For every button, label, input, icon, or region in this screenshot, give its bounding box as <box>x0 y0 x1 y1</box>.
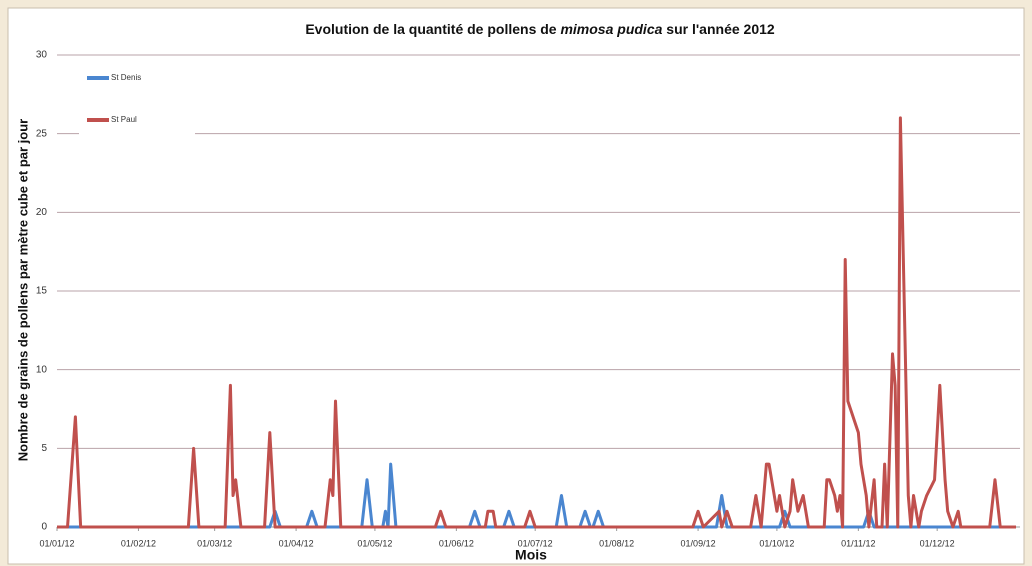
x-tick-label: 01/01/12 <box>39 538 74 548</box>
title-part: sur l'année 2012 <box>662 21 774 37</box>
chart-title: Evolution de la quantité de pollens de m… <box>305 21 775 37</box>
x-axis-label: Mois <box>515 547 547 563</box>
x-tick-label: 01/08/12 <box>599 538 634 548</box>
series-line <box>57 116 1016 529</box>
y-tick-label: 15 <box>36 286 48 297</box>
y-tick-label: 20 <box>36 207 48 218</box>
legend-label: St Denis <box>111 73 141 82</box>
x-tick-label: 01/10/12 <box>759 538 794 548</box>
x-tick-label: 01/11/12 <box>841 538 875 548</box>
legend-label: St Paul <box>111 115 137 124</box>
x-tick-label: 01/03/12 <box>197 538 232 548</box>
x-tick-label: 01/05/12 <box>357 538 392 548</box>
y-tick-label: 25 <box>36 128 48 139</box>
x-tick-label: 01/02/12 <box>121 538 156 548</box>
y-tick-label: 10 <box>36 364 48 375</box>
x-tick-label: 01/04/12 <box>279 538 314 548</box>
x-tick-label: 01/07/12 <box>518 538 553 548</box>
y-tick-label: 30 <box>36 50 48 61</box>
title-italic: mimosa pudica <box>560 21 662 37</box>
x-tick-label: 01/12/12 <box>920 538 955 548</box>
y-tick-label: 0 <box>41 522 47 533</box>
legend-box <box>79 60 195 140</box>
y-tick-label: 5 <box>41 443 47 454</box>
x-tick-label: 01/09/12 <box>681 538 716 548</box>
title-part: Evolution de la quantité de pollens de <box>305 21 560 37</box>
y-axis-label: Nombre de grains de pollens par mètre cu… <box>15 119 30 461</box>
x-tick-label: 01/06/12 <box>439 538 474 548</box>
